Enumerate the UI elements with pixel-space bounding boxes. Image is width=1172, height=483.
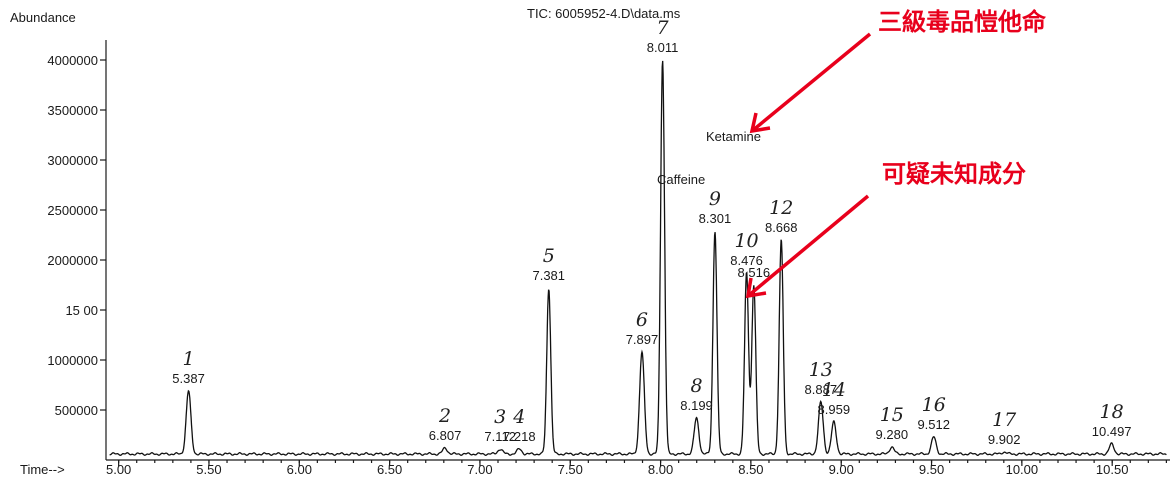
peak-rt-label: 8.668: [765, 220, 798, 235]
x-ticks: 5.00 5.50 6.00 6.50 7.00 7.50 8.00 8.50 9.00 9.50…: [106, 460, 1167, 477]
annotation-schedule-iii-drug: 三級毒品愷他命: [878, 8, 1047, 36]
axes: [105, 40, 1170, 461]
x-tick-label: 9.00: [829, 462, 854, 477]
peak-rt-label: 9.280: [876, 427, 909, 442]
peak-number: 9: [709, 188, 721, 210]
peak-rt-label: 7.218: [503, 429, 536, 444]
y-tick-label: 2000000: [47, 253, 98, 268]
peak-number: 3: [494, 406, 506, 428]
peak-number: 6: [636, 309, 648, 331]
peak-rt-label: 8.476: [730, 253, 763, 268]
y-tick-label: 1000000: [47, 353, 98, 368]
peak-rt-label: 5.387: [172, 371, 205, 386]
x-tick-label: 7.50: [558, 462, 583, 477]
peak-rt-label: 7.897: [626, 332, 659, 347]
y-tick-label: 3000000: [47, 153, 98, 168]
peak-number: 10: [734, 230, 758, 252]
arrow-to-ketamine: [750, 32, 872, 133]
peak-rt-label: 6.807: [429, 428, 462, 443]
y-tick-label: 3500000: [47, 103, 98, 118]
x-tick-label: 8.50: [738, 462, 763, 477]
caffeine-label: Caffeine: [657, 172, 705, 187]
peak-number: 2: [438, 405, 451, 427]
peak-number: 14: [822, 379, 846, 401]
x-tick-label: 10.50: [1096, 462, 1129, 477]
peak-rt-label: 7.381: [532, 268, 565, 283]
peak-number: 18: [1100, 401, 1124, 423]
y-axis-label: Abundance: [10, 10, 76, 25]
peak-number: 1: [183, 348, 195, 370]
peak-rt-label: 8.301: [699, 211, 732, 226]
peak-rt-label: 8.011: [647, 40, 679, 55]
peak-rt-label: 7.112: [484, 429, 516, 444]
x-tick-label: 7.00: [467, 462, 492, 477]
peak-rt-label: 9.512: [917, 417, 950, 432]
tic-trace: [109, 60, 1167, 456]
peak-rt-label: 10.497: [1092, 424, 1132, 439]
y-tick-label: 4000000: [47, 53, 98, 68]
peak-rt-label: 8.887: [805, 382, 838, 397]
peak-rt-label: 8.199: [680, 398, 713, 413]
y-tick-label: 15 00: [65, 303, 98, 318]
arrow-to-ketamine-head: [749, 112, 771, 134]
peak-rt-label: 8.959: [818, 402, 851, 417]
ketamine-label: Ketamine: [706, 129, 761, 144]
peak-number: 5: [543, 245, 555, 267]
x-tick-label: 5.00: [106, 462, 131, 477]
chart-title: TIC: 6005952-4.D\data.ms: [527, 6, 681, 21]
peak-rt-label: 8.516: [738, 265, 771, 280]
x-tick-label: 8.00: [648, 462, 673, 477]
x-tick-label: 6.00: [287, 462, 312, 477]
peak-number: 13: [809, 359, 833, 381]
x-axis-label: Time-->: [20, 462, 65, 477]
x-tick-label: 6.50: [377, 462, 402, 477]
peak-rt-label: 9.902: [988, 432, 1021, 447]
arrow-to-unknown-peak-head: [745, 277, 767, 299]
x-tick-label: 10.00: [1006, 462, 1039, 477]
annotation-unknown-component: 可疑未知成分: [882, 160, 1026, 188]
y-tick-label: 500000: [55, 403, 98, 418]
peak-number: 8: [690, 375, 702, 397]
peak-number: 7: [657, 17, 670, 39]
peak-number: 16: [922, 394, 946, 416]
x-tick-label: 5.50: [196, 462, 221, 477]
peak-number: 4: [512, 406, 525, 428]
y-tick-label: 2500000: [47, 203, 98, 218]
peak-number: 17: [992, 409, 1017, 431]
x-tick-label: 9.50: [919, 462, 944, 477]
y-ticks: 500000 1000000 15 00 2000000 2500000 3000000 3…: [47, 53, 106, 418]
arrow-to-unknown-peak: [746, 194, 870, 298]
peak-number: 15: [880, 404, 904, 426]
peak-number: 12: [769, 197, 793, 219]
